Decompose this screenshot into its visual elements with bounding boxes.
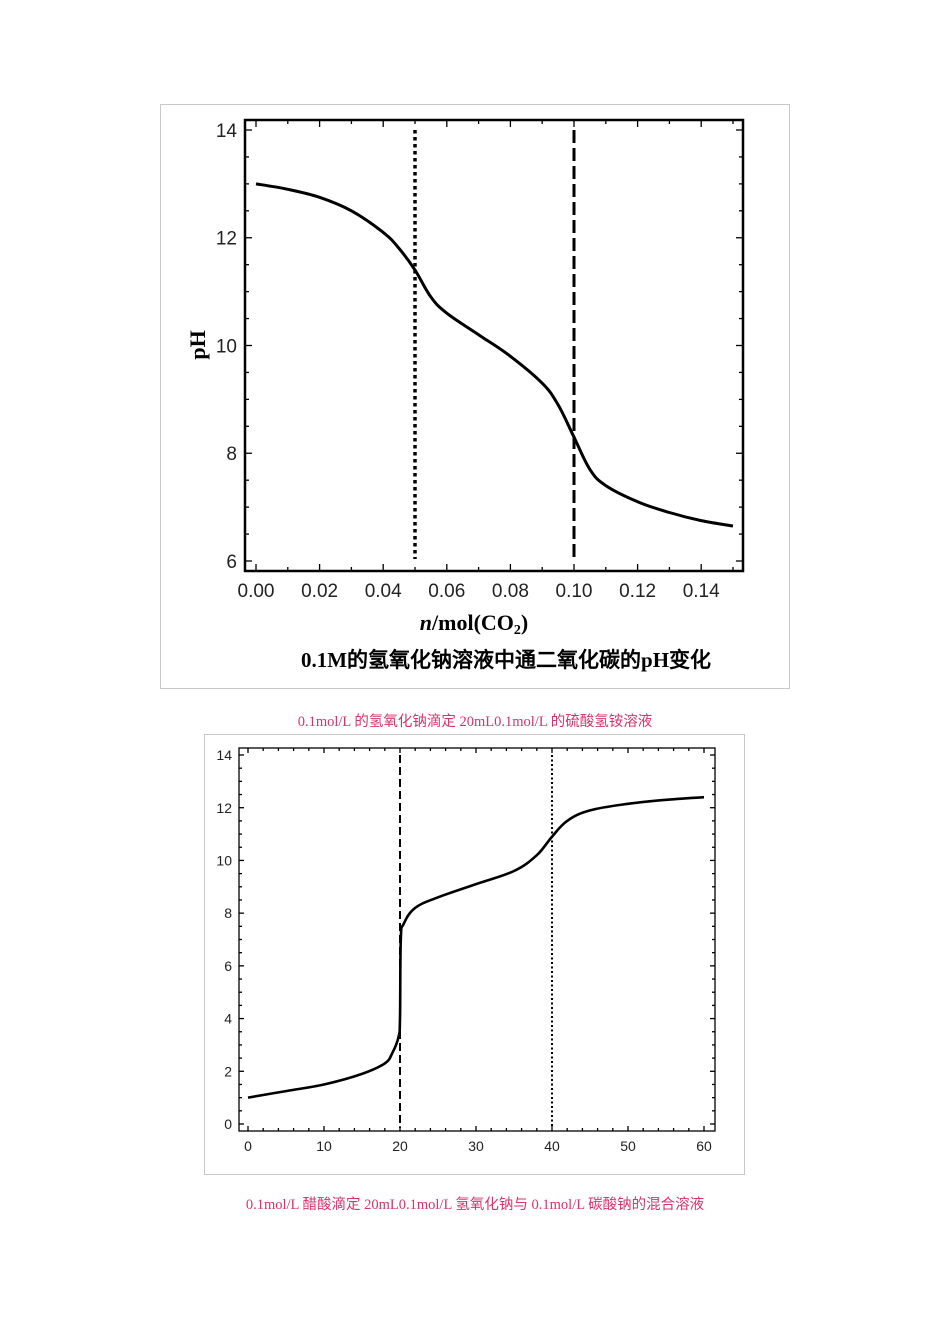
chart-1-ph-curve xyxy=(255,182,734,528)
chart-1-axes: 0.00 0.02 0.04 0.06 0.08 0.10 0.12 0.14 6 8 10 12 14 xyxy=(216,118,745,602)
y-tick-label: 4 xyxy=(224,1011,232,1027)
figure-1-caption: 0.1mol/L 的氢氧化钠滴定 20mL0.1mol/L 的硫酸氢铵溶液 xyxy=(297,714,653,730)
plot-frame xyxy=(238,747,716,1132)
x-tick-label: 40 xyxy=(544,1138,560,1154)
x-tick-label: 60 xyxy=(696,1138,712,1154)
x-tick-label: 0.04 xyxy=(365,581,402,602)
x-tick-label: 30 xyxy=(468,1138,484,1154)
y-tick-label: 8 xyxy=(226,444,237,465)
y-tick-label: 6 xyxy=(224,958,232,974)
figure-2-caption: 0.1mol/L 醋酸滴定 20mL0.1mol/L 氢氧化钠与 0.1mol/… xyxy=(245,1197,705,1213)
y-tick-label: 2 xyxy=(224,1063,232,1079)
x-tick-label: 0.00 xyxy=(238,581,275,602)
figure-2-frame xyxy=(204,734,745,1175)
x-tick-label: 0.06 xyxy=(428,581,465,602)
y-tick-label: 0 xyxy=(224,1116,232,1132)
y-tick-label: 12 xyxy=(216,800,232,816)
chart-1-naoh-co2-ph: 0.00 0.02 0.04 0.06 0.08 0.10 0.12 0.14 6 8 10 12 14… xyxy=(185,118,745,672)
x-tick-label: 0.02 xyxy=(301,581,338,602)
x-tick-label: 0.08 xyxy=(492,581,529,602)
x-tick-label: 0.14 xyxy=(683,581,720,602)
y-tick-label: 14 xyxy=(216,121,238,142)
chart-1-x-axis-label: n/mol(CO2) xyxy=(420,610,528,638)
y-tick-label: 12 xyxy=(216,229,237,250)
figure-1-frame xyxy=(160,104,790,689)
chart-1-title: 0.1M的氢氧化钠溶液中通二氧化碳的pH变化 xyxy=(301,648,711,672)
y-tick-label: 6 xyxy=(226,552,237,573)
x-tick-label: 50 xyxy=(620,1138,636,1154)
chart-1-y-axis-label: pH xyxy=(185,330,210,359)
y-tick-label: 10 xyxy=(216,336,237,357)
chart-2-equivalence-lines xyxy=(399,755,553,1128)
chart-1-equivalence-lines xyxy=(413,130,576,559)
x-tick-label: 10 xyxy=(316,1138,332,1154)
x-tick-label: 0.10 xyxy=(556,581,593,602)
chart-2-ph-curve xyxy=(247,795,705,1099)
y-tick-label: 14 xyxy=(216,747,232,763)
y-tick-label: 8 xyxy=(224,905,232,921)
x-tick-label: 0.12 xyxy=(619,581,656,602)
y-tick-label: 10 xyxy=(216,852,232,868)
x-tick-label: 20 xyxy=(392,1138,408,1154)
chart-2-axes: 0 10 20 30 40 50 60 0 2 4 6 8 10 12 14 xyxy=(216,747,716,1154)
x-tick-label: 0 xyxy=(244,1138,252,1154)
